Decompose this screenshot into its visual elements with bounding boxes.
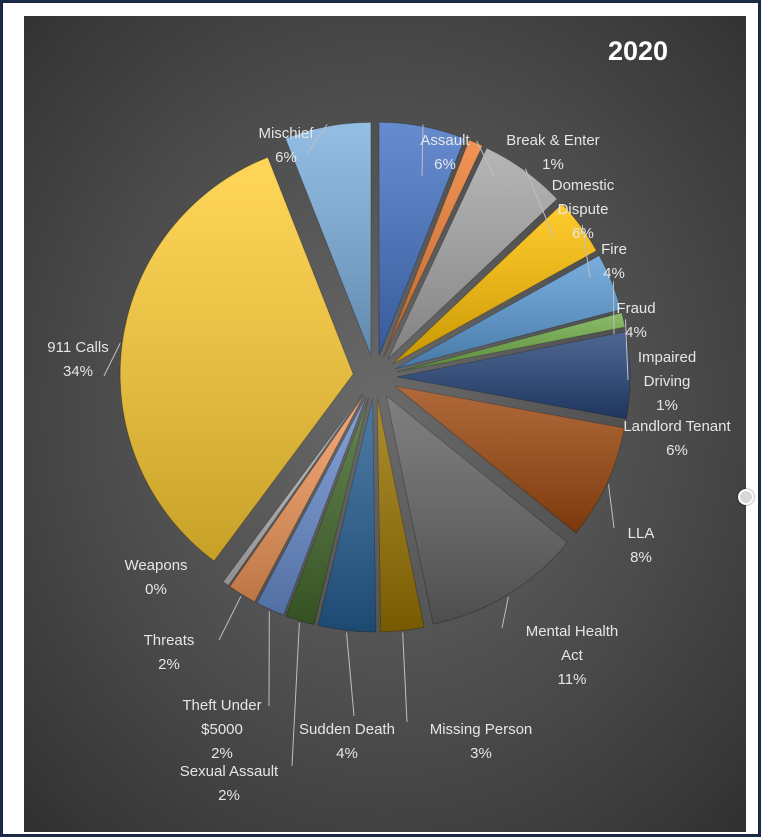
data-label-percent-impaired-driving: 1% [656, 397, 678, 414]
data-label-percent-fraud: 4% [625, 324, 647, 341]
pie-slice-shade-fraud [395, 255, 621, 369]
data-label-percent-assault: 6% [434, 156, 456, 173]
data-label-name-sexual-assault: Sexual Assault [180, 763, 279, 780]
data-label-name-fire: Fire [601, 241, 627, 258]
leader-line-lla [608, 484, 615, 529]
data-label-name-impaired-driving: Impaired [638, 349, 696, 366]
pie-slice-shade-sexual-assault [286, 398, 369, 625]
data-label-name-sudden-death: Sudden Death [299, 721, 395, 738]
leader-line-threats [218, 596, 242, 641]
pie-slice-shade-mental-health-act [386, 395, 568, 625]
data-label-name-theft-under-5000: Theft Under [182, 697, 261, 714]
data-label-name-weapons: Weapons [124, 557, 187, 574]
pie-slice-shade-lla [394, 386, 625, 533]
pie-slice-shade-theft-under-5000 [257, 397, 366, 616]
data-label-name-fraud: Fraud [616, 300, 655, 317]
data-label-percent-sexual-assault: 2% [218, 787, 240, 804]
data-label-percent-sudden-death: 4% [336, 745, 358, 762]
leader-line-mental-health-act [501, 596, 509, 629]
pie-slice-shade-assault [379, 122, 465, 356]
data-label-percent-fire: 4% [603, 265, 625, 282]
data-label-name-mental-health-act: Mental Health [526, 623, 619, 640]
pie-slice-shade-911-calls [120, 157, 354, 562]
leader-line-fire [581, 224, 591, 279]
data-label-percent-mental-health-act: 11% [558, 671, 587, 688]
data-label-percent-missing-person: 3% [470, 745, 492, 762]
leader-line-911-calls [103, 342, 121, 377]
leader-line-missing-person [402, 632, 408, 723]
data-label-percent-911-calls: 34% [63, 363, 93, 380]
data-label-name-mischief: Mischief [258, 125, 314, 142]
resize-handle[interactable] [738, 489, 754, 505]
chart-title: 2020 [608, 36, 668, 66]
data-label-name-lla: LLA [628, 525, 655, 542]
pie-slice-shade-threats [229, 395, 364, 602]
data-label-name-911-calls: 911 Calls [47, 339, 108, 356]
pie-slice-shade-domestic-dispute [387, 148, 558, 360]
data-label-percent-break-enter: 1% [542, 156, 564, 173]
data-label-percent-landlord-tenant: 6% [666, 442, 688, 459]
data-label-name-landlord-tenant: Landlord Tenant [623, 418, 731, 435]
leader-line-mischief [306, 124, 328, 155]
data-labels: Assault 6% Break & Enter 1% Domestic Dispute 6… [47, 125, 731, 804]
pie-slice-shade-sudden-death [318, 398, 376, 632]
leader-line-impaired-driving [624, 319, 629, 381]
data-label-name-break-enter: Break & Enter [506, 132, 599, 149]
data-label-name-missing-person: Missing Person [430, 721, 533, 738]
leader-line-fraud [612, 281, 615, 335]
leader-line-assault [421, 124, 424, 177]
pie-slice-shade-landlord-tenant [396, 331, 630, 419]
data-label-percent-mischief: 6% [275, 149, 297, 166]
data-label-name-mental-health-act: Act [561, 647, 584, 664]
pie-slices [119, 121, 631, 633]
pie-slice-shade-mischief [285, 122, 371, 356]
pie-slice-shade-break-enter [383, 140, 483, 357]
pie-slice-shade-impaired-driving [396, 312, 626, 373]
data-label-percent-domestic-dispute: 6% [572, 225, 594, 242]
data-label-name-domestic-dispute: Domestic [552, 177, 615, 194]
data-label-percent-weapons: 0% [145, 581, 167, 598]
data-label-name-domestic-dispute: Dispute [558, 201, 609, 218]
data-label-name-theft-under-5000: $5000 [201, 721, 243, 738]
pie-slice-shade-fire [392, 203, 597, 364]
data-label-percent-lla: 8% [630, 549, 652, 566]
data-label-name-threats: Threats [144, 632, 195, 649]
data-label-name-assault: Assault [420, 132, 470, 149]
pie-chart: 2020 Assault 6% Break & Enter 1% Domestic Dis… [24, 16, 746, 832]
pie-slice-shade-missing-person [377, 398, 425, 632]
data-label-percent-threats: 2% [158, 656, 180, 673]
chart-area: 2020 Assault 6% Break & Enter 1% Domestic Dis… [24, 16, 746, 832]
leader-line-break-enter [476, 140, 495, 177]
leader-line-domestic-dispute [525, 168, 555, 239]
data-label-name-impaired-driving: Driving [644, 373, 691, 390]
data-label-percent-theft-under-5000: 2% [211, 745, 233, 762]
pie-slice-shade-weapons [223, 394, 363, 586]
leader-line-sudden-death [346, 632, 355, 717]
leader-line-sexual-assault [291, 622, 300, 767]
leader-lines [103, 124, 629, 767]
